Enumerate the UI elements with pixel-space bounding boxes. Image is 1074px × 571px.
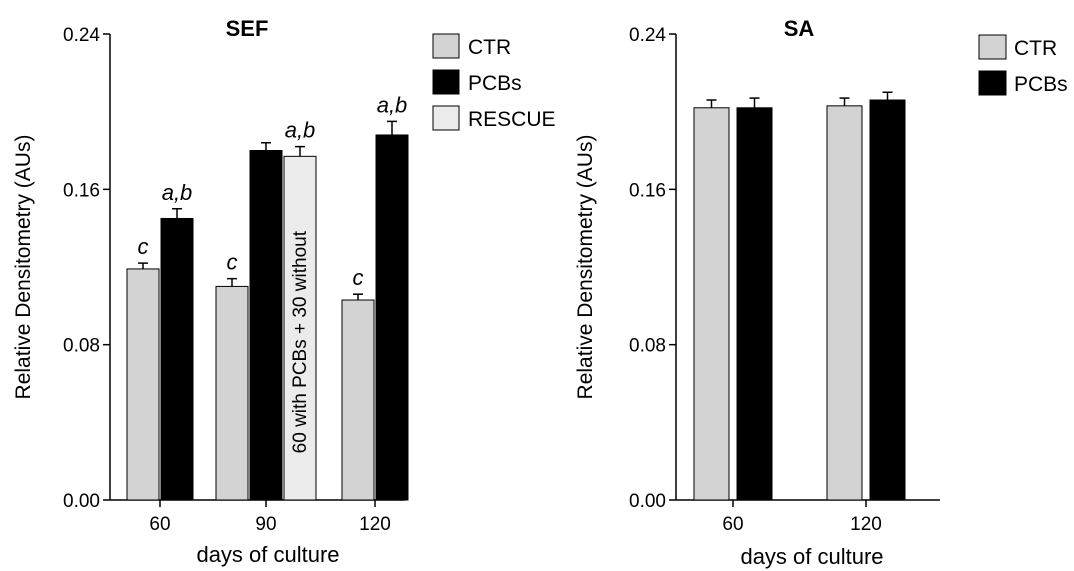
bar-pcbs-120 [869,99,906,501]
legend-swatch-pcbs [432,69,460,95]
y-tick-label: 0.24 [63,25,100,46]
legend-label-pcbs: PCBs [1014,73,1068,96]
significance-label: a,b [377,92,408,117]
significance-label: a,b [162,180,193,205]
rescue-bar-annotation: 60 with PCBs + 30 without [290,230,311,453]
legend-swatch-ctr [978,34,1007,60]
legend-label-ctr: CTR [468,36,511,59]
x-axis-label: days of culture [196,542,339,567]
legend: CTR PCBs RESCUE [432,33,556,131]
y-tick-label: 0.00 [63,491,100,512]
y-tick-label: 0.16 [629,180,666,201]
y-tick-label: 0.00 [629,491,666,512]
x-tick-label: 120 [850,514,882,535]
y-tick-label: 0.08 [63,336,100,357]
significance-label: c [227,250,238,275]
y-axis-label: Relative Densitometry (AUs) [574,135,597,400]
x-tick-label: 90 [255,514,276,535]
x-tick-label: 120 [359,514,391,535]
legend-label-pcbs: PCBs [468,72,522,95]
x-axis-label: days of culture [740,544,883,569]
bar-pcbs-60 [736,107,773,501]
legend-swatch-pcbs [978,70,1007,96]
y-tick-label: 0.16 [63,180,100,201]
x-tick-label: 60 [149,514,170,535]
chart-sa: SA Relative Densitometry (AUs) days of cul… [574,16,1068,569]
bar-ctr-60 [126,268,160,501]
bar-ctr-90 [215,285,249,501]
bar-pcbs-60 [160,217,194,501]
bar-ctr-120 [826,105,863,501]
bar-rescue-90 [283,155,317,501]
y-axis-label: Relative Densitometry (AUs) [12,135,35,400]
bar-ctr-60 [693,107,730,501]
significance-label: c [138,234,149,259]
chart-title: SEF [226,16,269,41]
y-tick-label: 0.08 [629,336,666,357]
significance-label: c [353,265,364,290]
bar-pcbs-90 [249,150,283,501]
legend-label-rescue: RESCUE [468,108,556,131]
y-tick-label: 0.24 [629,25,666,46]
legend-swatch-ctr [432,33,460,59]
legend-swatch-rescue [432,105,460,131]
bar-pcbs-120 [375,134,409,501]
chart-sef: SEF Relative Densitometry (AUs) days of cu… [12,16,556,567]
legend-label-ctr: CTR [1014,37,1057,60]
legend: CTR PCBs [978,34,1068,96]
x-tick-label: 60 [722,514,743,535]
chart-title: SA [784,16,815,41]
bar-ctr-120 [341,299,375,501]
significance-label: a,b [285,118,316,143]
